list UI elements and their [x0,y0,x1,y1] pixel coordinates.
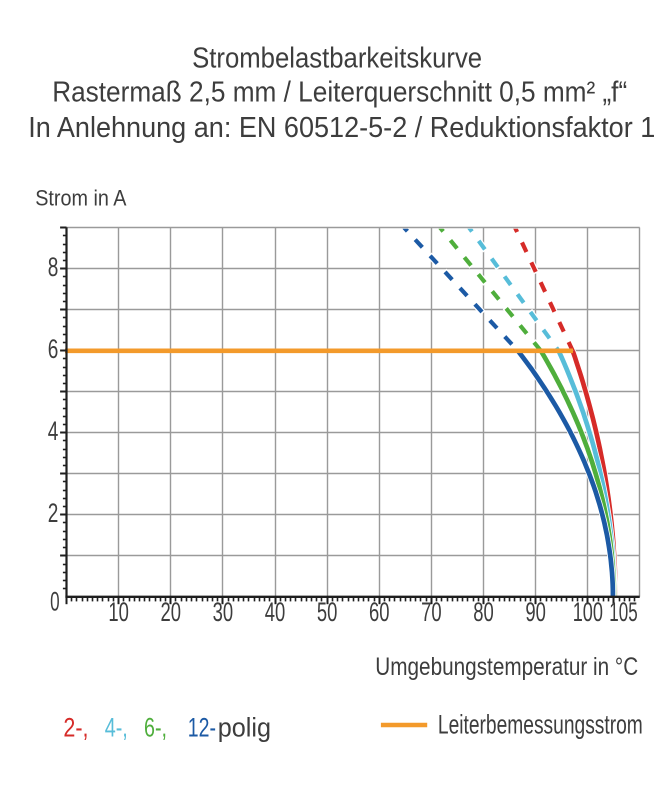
svg-text:90: 90 [525,597,546,627]
svg-text:50: 50 [317,597,338,627]
svg-text:4: 4 [48,416,59,446]
svg-text:Strombelastbarkeitskurve: Strombelastbarkeitskurve [192,43,482,75]
svg-text:Umgebungstemperatur in °C: Umgebungstemperatur in °C [375,653,638,681]
svg-text:80: 80 [473,597,494,627]
svg-text:6: 6 [48,334,59,364]
svg-text:0: 0 [50,586,60,616]
svg-text:100: 100 [573,597,603,627]
svg-text:10: 10 [108,597,129,627]
svg-text:2-,: 2-, [63,712,88,742]
svg-text:Strom in A: Strom in A [35,186,127,211]
svg-text:30: 30 [213,597,234,627]
svg-text:In Anlehnung an: EN 60512-5-2: In Anlehnung an: EN 60512-5-2 / Reduktio… [28,112,655,144]
svg-text:4-,: 4-, [105,712,128,742]
svg-text:105: 105 [609,597,637,627]
svg-text:20: 20 [161,597,182,627]
svg-text:Rastermaß 2,5 mm / Leiterquers: Rastermaß 2,5 mm / Leiterquerschnitt 0,5… [52,77,627,109]
svg-text:8: 8 [48,252,59,282]
svg-text:60: 60 [369,597,390,627]
svg-text:Leiterbemessungsstrom: Leiterbemessungsstrom [438,710,643,740]
svg-text:70: 70 [421,597,442,627]
svg-text:2: 2 [48,498,59,528]
svg-text:12-: 12- [188,712,216,742]
svg-text:40: 40 [265,597,286,627]
svg-text:6-,: 6-, [144,712,167,742]
svg-text:polig: polig [218,712,271,742]
